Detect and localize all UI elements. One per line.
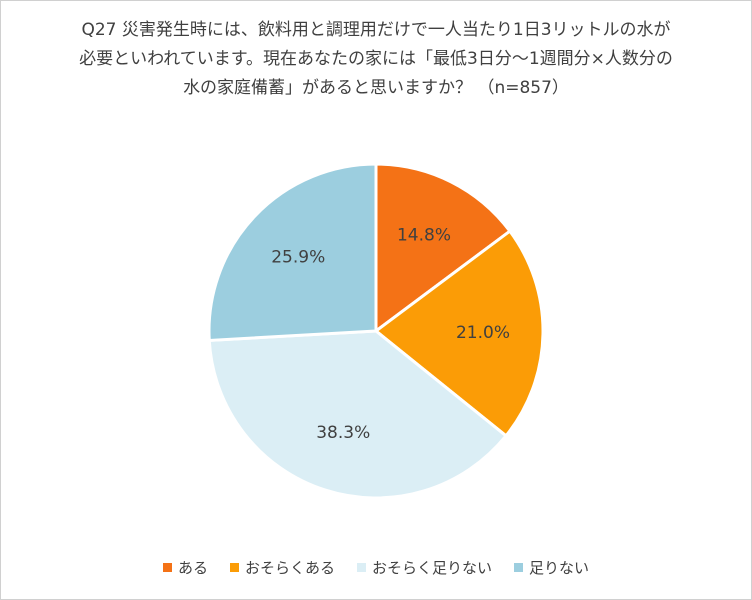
legend-swatch-aru bbox=[162, 563, 172, 572]
data-label-osoraku-aru: 21.0% bbox=[456, 323, 510, 343]
chart-title: Q27 災害発生時には、飲料用と調理用だけで一人当たり1日3リットルの水が 必要… bbox=[60, 16, 692, 103]
legend-item-tarinai: 足りない bbox=[514, 557, 589, 578]
chart-title-line-1: Q27 災害発生時には、飲料用と調理用だけで一人当たり1日3リットルの水が bbox=[81, 20, 671, 40]
data-label-aru: 14.8% bbox=[397, 225, 451, 245]
pie-slice-osoraku-tarinai bbox=[207, 329, 508, 500]
data-label-tarinai: 25.9% bbox=[271, 248, 325, 268]
data-label-osoraku-tarinai: 38.3% bbox=[316, 423, 370, 443]
legend-swatch-tarinai bbox=[514, 563, 524, 572]
legend-swatch-osoraku-aru bbox=[229, 563, 239, 572]
legend-label-osoraku-aru: おそらくある bbox=[244, 559, 335, 577]
pie-slice-osoraku-aru bbox=[374, 229, 545, 438]
chart-title-line-2: 必要といわれています。現在あなたの家には「最低3日分～1週間分×人数分の bbox=[79, 49, 673, 69]
legend-label-osoraku-tarinai: おそらく足りない bbox=[372, 559, 493, 577]
legend-swatch-osoraku-tarinai bbox=[357, 563, 366, 572]
chart-title-line-3: 水の家庭備蓄」があると思いますか？ （n=857） bbox=[183, 78, 569, 98]
legend-label-tarinai: 足りない bbox=[529, 559, 590, 577]
chart-legend: ある おそらくある おそらく足りない 足りない bbox=[0, 557, 752, 578]
legend-label-aru: ある bbox=[177, 559, 208, 577]
pie-slice-aru bbox=[374, 162, 512, 333]
pie-slice-tarinai bbox=[207, 162, 378, 342]
legend-item-aru: ある bbox=[162, 557, 208, 578]
legend-item-osoraku-aru: おそらくある bbox=[229, 557, 335, 578]
legend-item-osoraku-tarinai: おそらく足りない bbox=[357, 557, 492, 578]
